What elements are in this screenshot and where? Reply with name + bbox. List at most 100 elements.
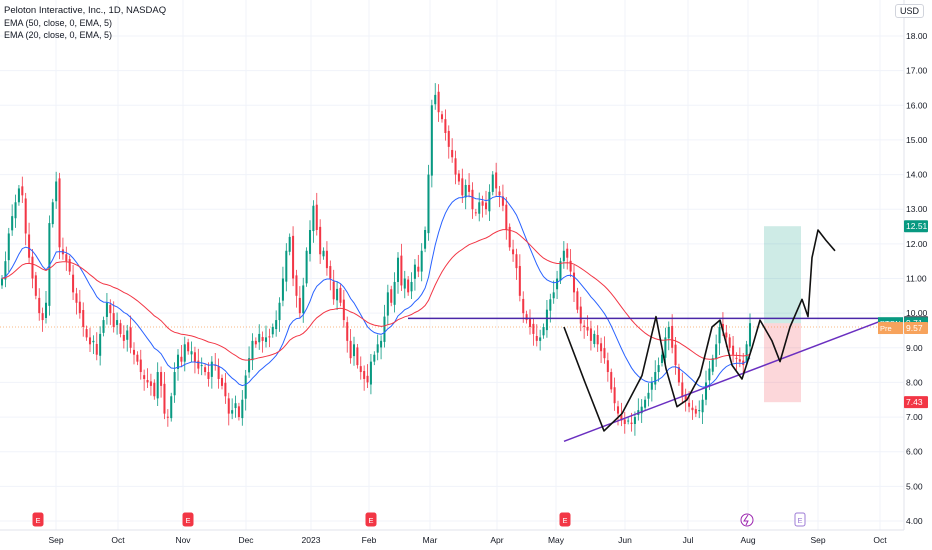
candle-body [738,359,741,362]
split-marker[interactable] [740,513,754,527]
candle-body [268,336,271,338]
candle-body [339,287,342,303]
candle-body [660,354,664,364]
price-label-text: 7.43 [906,397,923,407]
candle-body [346,322,349,341]
candle-body [312,205,315,232]
candle-body [197,360,200,369]
candle-body [139,359,142,373]
candle-body [24,198,27,234]
price-tag-box [878,322,903,335]
price-tick: 12.00 [906,239,928,249]
candle-body [28,234,31,258]
candle-body [718,327,721,344]
earnings-marker[interactable]: E [794,512,806,527]
time-axis[interactable]: Sep Oct Nov Dec 2023 Feb Mar Apr May Jun Jul Aug Sep… [48,535,887,545]
candle-body [119,323,122,334]
candle-body [403,278,406,289]
candle-body [82,310,85,327]
time-tick: Oct [111,535,125,545]
candle-body [166,416,169,418]
candle-body [319,226,322,255]
candle-body [552,292,555,299]
candle-body [461,178,464,196]
lightning-icon [743,514,749,526]
currency-button[interactable]: USD [894,4,924,18]
price-tick: 15.00 [906,135,928,145]
earnings-letter: E [35,516,40,525]
earnings-marker[interactable]: E [559,512,571,527]
candle-body [163,383,166,414]
candle-body [302,285,305,314]
price-tick: 5.00 [906,481,923,491]
candle-body [586,327,589,331]
candle-body [285,250,288,282]
earnings-marker[interactable]: E [182,512,194,527]
candle-body [566,248,569,258]
candle-body [44,302,48,318]
price-label-box [904,396,928,409]
candle-body [434,94,437,105]
candle-body [237,406,240,418]
earnings-letter: E [797,516,802,525]
earnings-marker[interactable]: E [32,512,44,527]
candle-body [525,314,528,321]
price-label-text: 9.57 [906,323,923,333]
candle-body [468,184,471,192]
candle-body [231,410,234,414]
candles [0,83,752,436]
candle-body [471,189,474,210]
symbol-title[interactable]: Peloton Interactive, Inc., 1D, NASDAQ [4,5,167,16]
candle-body [735,357,738,359]
candle-body [193,352,196,362]
earnings-badge [559,512,571,527]
candle-body [187,342,190,352]
candle-body [556,278,559,290]
support-trendline [563,317,889,443]
earnings-letter: E [185,516,190,525]
candle-body [694,409,697,414]
candle-body [95,343,98,355]
profit-zone [764,226,801,324]
candle-body [610,372,613,390]
ema-20-legend[interactable]: EMA (20, close, 0, EMA, 5) [4,30,113,40]
candle-body [352,344,356,357]
candle-body [58,178,61,248]
candle-body [11,216,14,231]
candle-body [380,340,383,348]
ema-50-legend[interactable]: EMA (50, close, 0, EMA, 5) [4,18,113,28]
candle-body [72,274,75,293]
candle-body [633,417,636,424]
drawings [408,229,889,443]
candle-body [474,212,477,214]
candle-body [322,250,325,257]
candle-body [51,202,54,225]
candle-body [132,349,136,355]
time-tick: Oct [873,535,887,545]
candle-body [400,255,403,286]
candle-body [715,344,718,360]
candle-body [677,367,680,383]
price-axis[interactable]: 4.00 5.00 6.00 7.00 8.00 9.00 10.00 11.00 12.00 1… [906,31,928,526]
candle-body [271,327,274,335]
candle-body [204,367,207,373]
earnings-marker[interactable]: E [365,512,377,527]
candle-body [244,375,247,399]
candle-body [589,328,592,341]
price-tick: 10.00 [906,308,928,318]
time-tick: Sep [48,535,63,545]
candle-body [126,330,129,340]
price-label-box [904,220,928,233]
candle-body [647,392,650,399]
price-tick: 14.00 [906,170,928,180]
candle-body [640,406,643,414]
time-tick: 2023 [302,535,321,545]
earnings-badge [182,512,194,527]
candle-body [143,375,146,379]
candle-body [688,402,691,407]
candle-body [34,275,37,296]
candle-body [278,302,281,321]
